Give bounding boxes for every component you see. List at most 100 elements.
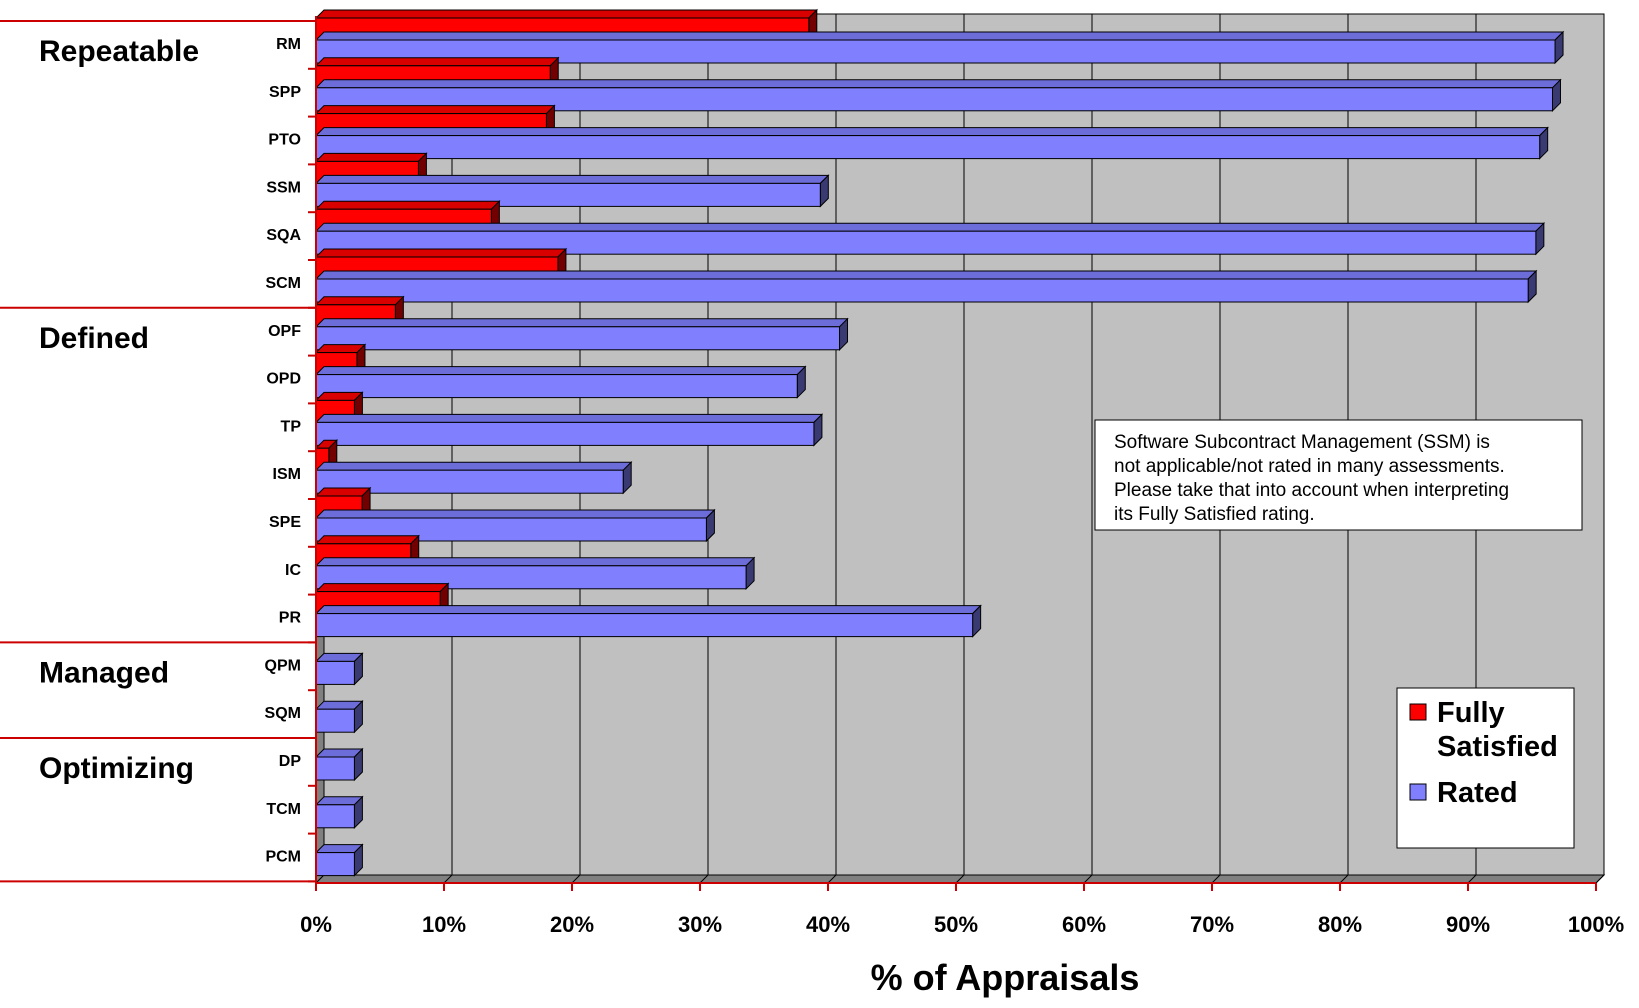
x-tick-label: 30% [678, 912, 722, 937]
bar-rated-scm-top [314, 270, 1538, 280]
bar-fully-satisfied-pto-top [314, 105, 556, 115]
bar-rated-sqa-top [314, 222, 1546, 232]
bar-rated-tp [314, 413, 824, 447]
bar-rated-ssm-top [314, 174, 830, 184]
category-label: PTO [268, 132, 301, 149]
legend: Fully Satisfied Rated [1396, 687, 1575, 849]
bars [314, 8, 1565, 877]
x-tick-label: 60% [1062, 912, 1106, 937]
annotation-line-1: Software Subcontract Management (SSM) is [1114, 432, 1490, 453]
bar-rated-qpm-front [315, 660, 355, 685]
x-tick-label: 90% [1446, 912, 1490, 937]
bar-rated-opf-top [314, 318, 849, 328]
group-labels: Repeatable Defined Managed Optimizing [39, 35, 199, 785]
category-label: SQA [266, 227, 301, 244]
gridline-floor [571, 874, 581, 884]
bar-fully-satisfied-sqa-top [314, 200, 501, 210]
bar-rated-rm [314, 30, 1565, 65]
bar-rated-pto [314, 126, 1549, 160]
category-label: OPF [268, 323, 301, 340]
gridline-floor [1083, 874, 1093, 884]
group-label: Defined [39, 322, 149, 355]
gridline-floor [1211, 874, 1221, 884]
bar-rated-opf [314, 317, 849, 352]
category-label: OPD [266, 371, 301, 388]
x-tick-label: 80% [1318, 912, 1362, 937]
group-label: Managed [39, 656, 169, 689]
category-labels: RM SPP PTO SSM SQA SCM OPF OPD TP ISM SPE IC PR QPM SQ… [265, 36, 302, 866]
annotation-box: Software Subcontract Management (SSM) is… [1094, 419, 1583, 531]
bar-fully-satisfied-ic-top [314, 535, 420, 545]
bar-rated-tp-front [315, 421, 815, 446]
bar-fully-satisfied-spp-top [314, 57, 560, 67]
bar-rated-dp [314, 747, 364, 782]
legend-label-satisfied: Satisfied [1437, 731, 1558, 763]
bar-rated-spp-top [314, 79, 1562, 89]
bar-rated-opd-top [314, 366, 807, 376]
x-tick-label: 10% [422, 912, 466, 937]
legend-label-rated: Rated [1437, 777, 1518, 809]
bar-fully-satisfied-opf-top [314, 296, 405, 306]
bar-rated-rm-top [314, 31, 1565, 41]
bar-fully-satisfied-pr-top [314, 583, 450, 593]
gridline-floor [699, 874, 709, 884]
bar-rated-opd-front [315, 374, 798, 399]
legend-swatch-fully-satisfied [1409, 703, 1427, 721]
axes [0, 16, 1597, 891]
category-label: QPM [265, 657, 301, 674]
category-label: SCM [265, 275, 301, 292]
bar-rated-pr-top [314, 605, 982, 615]
bar-rated-tp-top [314, 413, 824, 423]
legend-swatch-rated [1409, 783, 1427, 801]
bar-rated-pto-top [314, 127, 1549, 137]
category-label: SQM [265, 705, 301, 722]
category-label: TCM [266, 801, 301, 818]
gridline-floor [1467, 874, 1477, 884]
category-label: DP [279, 753, 302, 770]
bar-rated-opd [314, 365, 807, 399]
gridline-floor [827, 874, 837, 884]
bar-rated-tcm [314, 795, 364, 830]
x-tick-label: 40% [806, 912, 850, 937]
bar-rated-pto-front [315, 135, 1541, 160]
bar-rated-pcm-front [315, 852, 355, 877]
x-axis-title: % of Appraisals [871, 957, 1140, 998]
x-tick-label: 70% [1190, 912, 1234, 937]
gridline-floor [1339, 874, 1349, 884]
category-label: SSM [266, 179, 301, 196]
bar-rated-spe [314, 508, 716, 543]
bar-rated-qpm [314, 652, 364, 686]
bar-rated-sqa [314, 221, 1546, 256]
x-tick-label: 0% [300, 912, 332, 937]
bar-rated-dp-front [315, 756, 355, 781]
category-label: SPP [269, 84, 301, 101]
gridline-floor [955, 874, 965, 884]
x-tick-labels: 0% 10% 20% 30% 40% 50% 60% 70% 80% 90% 100% [300, 912, 1624, 937]
legend-label-fully: Fully [1437, 697, 1505, 729]
bar-fully-satisfied-ssm-top [314, 152, 428, 162]
bar-rated-pr-front [315, 613, 974, 638]
gridline-floor [1595, 874, 1605, 884]
x-tick-label: 50% [934, 912, 978, 937]
bar-rated-scm-front [315, 278, 1529, 303]
bar-rated-spe-top [314, 509, 716, 519]
bar-rated-ic [314, 556, 756, 591]
group-label: Repeatable [39, 35, 199, 68]
bar-rated-scm [314, 269, 1538, 304]
annotation-line-4: its Fully Satisfied rating. [1114, 504, 1315, 525]
category-label: IC [285, 562, 301, 579]
annotation-line-2: not applicable/not rated in many assessm… [1114, 456, 1505, 477]
bar-fully-satisfied-spe-top [314, 487, 372, 497]
bar-fully-satisfied-scm-top [314, 248, 568, 258]
bar-fully-satisfied-rm-top [314, 9, 819, 19]
bar-rated-ism-top [314, 461, 633, 471]
bar-rated-opf-front [315, 326, 841, 351]
bar-rated-ic-top [314, 557, 756, 567]
annotation-line-3: Please take that into account when inter… [1114, 480, 1509, 501]
x-tick-label: 100% [1568, 912, 1624, 937]
bar-rated-ism [314, 460, 633, 495]
bar-rated-sqm-front [315, 708, 355, 733]
category-label: RM [276, 36, 301, 53]
bar-rated-tcm-front [315, 804, 355, 829]
